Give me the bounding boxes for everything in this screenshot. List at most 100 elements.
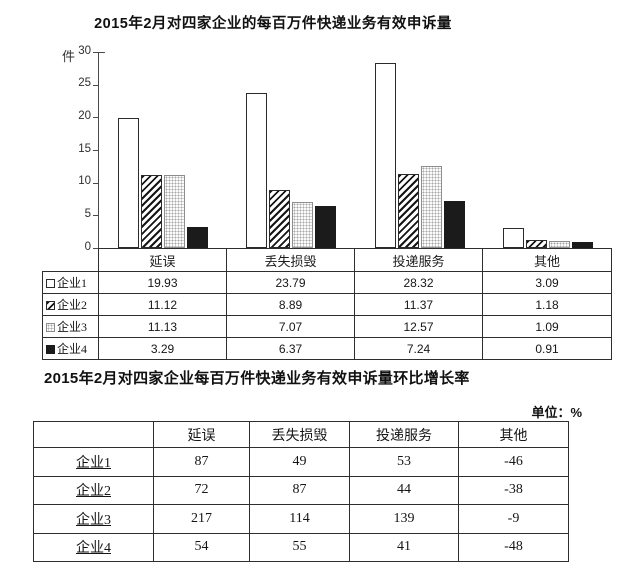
legend-label-series1: 企业1 (57, 276, 88, 290)
growth-row-4: 企业4 54 55 41 -48 (33, 532, 569, 562)
bar-series3-cat2 (292, 201, 314, 248)
bar-series3-cat3 (420, 165, 442, 248)
value-cell-s3-c2: 7.07 (226, 315, 355, 338)
growth-row-3: 企业3 217 114 139 -9 (33, 504, 569, 534)
value-cell-s4-c4: 0.91 (482, 337, 612, 360)
growth-value-r4-c3: 41 (349, 532, 459, 562)
growth-value-r2-c1: 72 (153, 475, 250, 505)
unit-note: 单位：% (531, 405, 582, 420)
growth-value-r1-c3: 53 (349, 447, 459, 477)
category-label-4: 其他 (482, 248, 612, 272)
bar-series1-cat1 (118, 117, 140, 248)
bar-series2-cat3 (397, 173, 419, 248)
y-tick-label-10: 10 (78, 175, 91, 188)
y-tick-label-5: 5 (84, 207, 91, 220)
y-tick-label-0: 0 (84, 240, 91, 253)
y-tick-label-25: 25 (78, 77, 91, 90)
legend-cell-series1: 企业1 (42, 271, 99, 294)
legend-label-series4: 企业4 (57, 342, 88, 356)
y-tick-mark-25 (93, 84, 98, 86)
bar-series1-cat3 (374, 63, 396, 248)
growth-col-header-1: 延误 (153, 421, 250, 448)
empty-corner-cell (43, 249, 99, 272)
bar-series4-cat1 (187, 226, 209, 248)
growth-row-2: 企业2 72 87 44 -38 (33, 475, 569, 505)
legend-data-row-2: 企业2 11.12 8.89 11.37 1.18 (42, 293, 612, 316)
growth-value-r3-c4: -9 (458, 504, 569, 534)
growth-row-label-cell-3: 企业3 (33, 504, 154, 534)
y-tick-mark-0 (93, 248, 98, 249)
growth-col-header-2: 丢失损毁 (249, 421, 350, 448)
bar-series4-cat4 (571, 242, 593, 248)
growth-row-label-3: 企业3 (76, 512, 111, 528)
bar-group-4 (484, 52, 612, 248)
legend-data-row-4: 企业4 3.29 6.37 7.24 0.91 (42, 337, 612, 360)
legend-swatch-icon-series2 (46, 301, 55, 310)
bar-series1-cat4 (502, 227, 524, 248)
growth-row-label-1: 企业1 (76, 455, 111, 471)
growth-value-r4-c2: 55 (249, 532, 350, 562)
legend-label-series2: 企业2 (57, 298, 88, 312)
value-cell-s1-c2: 23.79 (226, 271, 355, 294)
legend-swatch-icon-series3 (46, 323, 55, 332)
growth-col-header-4: 其他 (458, 421, 569, 448)
growth-row-label-cell-4: 企业4 (33, 532, 154, 562)
legend-swatch-icon-series4 (46, 345, 55, 354)
bar-series1-cat2 (246, 92, 268, 248)
legend-data-row-1: 企业1 19.93 23.79 28.32 3.09 (42, 271, 612, 294)
growth-value-r3-c2: 114 (249, 504, 350, 534)
growth-header-row: 延误 丢失损毁 投递服务 其他 (33, 421, 569, 448)
value-cell-s3-c3: 12.57 (354, 315, 483, 338)
bar-group-3 (356, 52, 484, 248)
growth-value-r1-c2: 49 (249, 447, 350, 477)
bar-series2-cat1 (141, 175, 163, 248)
legend-label-series3: 企业3 (57, 320, 88, 334)
growth-corner-cell (33, 421, 154, 448)
y-axis-top-tick (99, 52, 105, 53)
plot-area (99, 52, 612, 248)
chart-title: 2015年2月对四家企业的每百万件快递业务有效申诉量 (94, 16, 452, 32)
growth-value-r1-c1: 87 (153, 447, 250, 477)
growth-table-title: 2015年2月对四家企业每百万件快递业务有效申诉量环比增长率 (44, 370, 470, 387)
y-tick-mark-5 (93, 215, 98, 217)
value-cell-s2-c1: 11.12 (98, 293, 227, 316)
growth-row-label-cell-1: 企业1 (33, 447, 154, 477)
growth-row-1: 企业1 87 49 53 -46 (33, 447, 569, 477)
y-tick-label-15: 15 (78, 142, 91, 155)
y-axis-unit-label: 件 (62, 49, 76, 64)
legend-swatch-icon-series1 (46, 279, 55, 288)
bar-series3-cat4 (548, 240, 570, 248)
y-tick-mark-30 (93, 52, 98, 53)
value-cell-s4-c1: 3.29 (98, 337, 227, 360)
value-cell-s2-c2: 8.89 (226, 293, 355, 316)
value-cell-s3-c4: 1.09 (482, 315, 612, 338)
value-cell-s4-c3: 7.24 (354, 337, 483, 360)
growth-row-label-4: 企业4 (76, 541, 111, 557)
growth-col-header-3: 投递服务 (349, 421, 459, 448)
bar-group-2 (227, 52, 355, 248)
bar-series4-cat2 (315, 206, 337, 248)
growth-value-r2-c2: 87 (249, 475, 350, 505)
legend-cell-series3: 企业3 (42, 315, 99, 338)
value-cell-s3-c1: 11.13 (98, 315, 227, 338)
legend-cell-series2: 企业2 (42, 293, 99, 316)
bar-series3-cat1 (164, 175, 186, 248)
category-label-3: 投递服务 (354, 248, 483, 272)
value-cell-s1-c1: 19.93 (98, 271, 227, 294)
y-tick-label-30: 30 (78, 44, 91, 57)
growth-value-r4-c4: -48 (458, 532, 569, 562)
growth-value-r3-c1: 217 (153, 504, 250, 534)
y-tick-mark-15 (93, 150, 98, 151)
y-tick-mark-10 (93, 182, 98, 184)
growth-value-r2-c4: -38 (458, 475, 569, 505)
y-axis-line (98, 52, 99, 248)
y-tick-label-20: 20 (78, 109, 91, 122)
growth-value-r3-c3: 139 (349, 504, 459, 534)
value-cell-s1-c3: 28.32 (354, 271, 483, 294)
growth-row-label-2: 企业2 (76, 484, 111, 500)
y-tick-mark-20 (93, 117, 98, 119)
category-header-row: 延误 丢失损毁 投递服务 其他 (43, 248, 612, 272)
category-label-2: 丢失损毁 (226, 248, 355, 272)
value-cell-s2-c3: 11.37 (354, 293, 483, 316)
